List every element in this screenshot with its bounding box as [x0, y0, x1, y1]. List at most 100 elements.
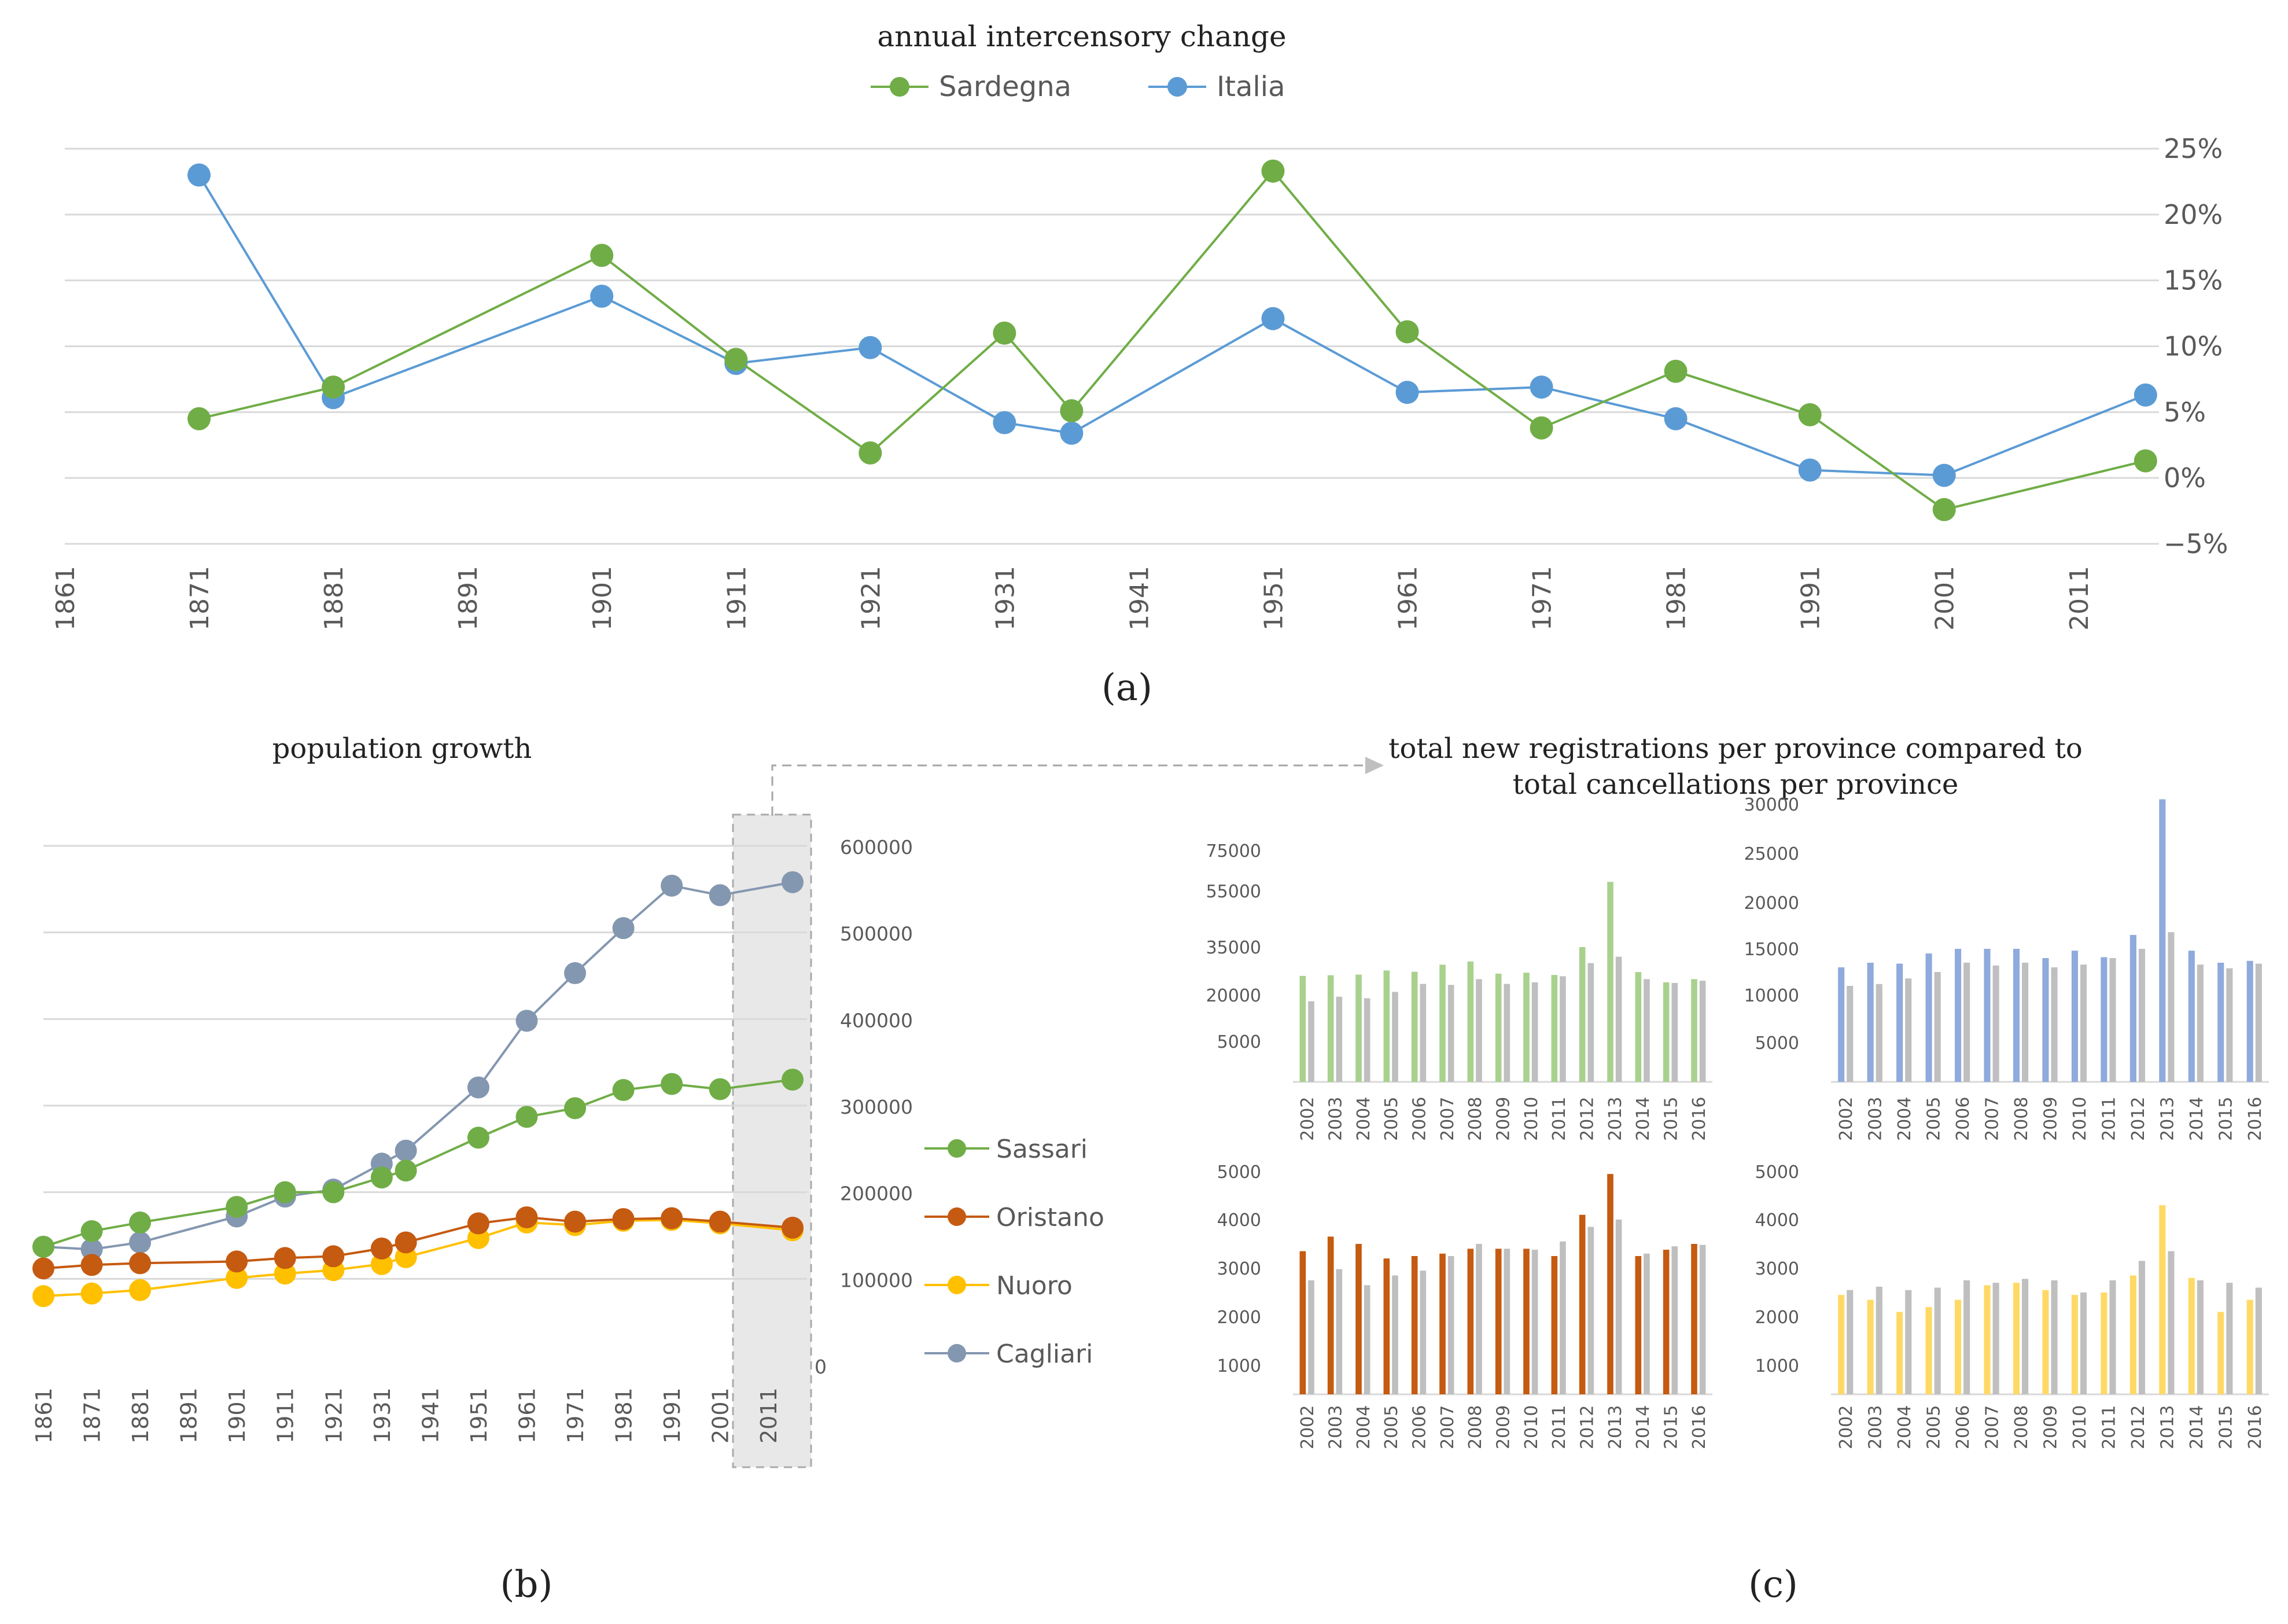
- legend-marker-nuoro: [948, 1276, 966, 1294]
- chart-c2-x-tick-label: 2014: [2187, 1097, 2207, 1141]
- chart-c4-bar-cancel: [2226, 1283, 2233, 1394]
- chart-c4-bar-cancel: [2138, 1261, 2146, 1394]
- chart-b-y-tick-label: 300000: [840, 1096, 913, 1118]
- data-point-italia: [859, 336, 882, 359]
- data-point-sassari: [564, 1097, 587, 1120]
- chart-c2-bar-cancel: [2197, 964, 2204, 1082]
- chart-c3-bar-new: [1635, 1256, 1642, 1394]
- chart-c1-bar-cancel: [1392, 992, 1398, 1082]
- data-point-italia: [1395, 381, 1419, 404]
- chart-c2-bar-new: [1954, 949, 1962, 1082]
- chart-c1: 5000 20000 35000 55000 75000 2002 2003 2004 2005…: [1206, 841, 1712, 1141]
- chart-c1-x-tick-label: 2010: [1521, 1097, 1542, 1141]
- legend-marker-italia: [1167, 77, 1187, 97]
- data-point-sardegna: [322, 375, 345, 399]
- chart-c1-bar-cancel: [1420, 984, 1427, 1082]
- series-line-cagliari: [43, 881, 793, 1251]
- chart-c2-bar-new: [1867, 963, 1874, 1082]
- data-point-oristano: [515, 1206, 538, 1229]
- panel-c-charts: total new registrations per province com…: [1206, 732, 2269, 1606]
- chart-b-y-tick-label: 200000: [840, 1183, 913, 1205]
- chart-c1-bar-new: [1607, 882, 1613, 1082]
- data-point-oristano: [395, 1231, 417, 1254]
- chart-c3-bar-cancel: [1504, 1249, 1510, 1394]
- chart-a-x-tick-label: 1991: [1796, 566, 1826, 631]
- chart-c1-bar-cancel: [1560, 976, 1566, 1082]
- chart-b-y-tick-label: 100000: [840, 1269, 913, 1291]
- chart-c3: 1000 2000 3000 4000 5000 2002 2003 2004 2005 2006…: [1217, 1162, 1712, 1449]
- chart-b-x-tick-label: 1951: [466, 1387, 492, 1443]
- chart-c1-bar-cancel: [1364, 998, 1370, 1082]
- chart-a-x-tick-label: 1961: [1394, 566, 1423, 631]
- chart-a-x-tick-label: 1891: [454, 566, 483, 631]
- legend-label-italia: Italia: [1217, 71, 1285, 103]
- chart-b-y-tick-label: 500000: [840, 923, 913, 945]
- chart-c3-x-tick-label: 2002: [1298, 1405, 1318, 1449]
- chart-c4-x-tick-label: 2004: [1895, 1405, 1915, 1449]
- chart-b-x-tick-label: 1921: [321, 1387, 347, 1443]
- data-point-oristano: [612, 1208, 635, 1231]
- chart-a-x-tick-label: 1981: [1662, 566, 1692, 631]
- data-point-oristano: [129, 1252, 152, 1275]
- chart-c4-bar-cancel: [1992, 1283, 1999, 1394]
- data-point-sardegna: [1395, 320, 1419, 344]
- chart-c-title-line1: total new registrations per province com…: [1388, 732, 2083, 765]
- chart-c3-bar-cancel: [1420, 1271, 1427, 1394]
- data-point-oristano: [564, 1210, 587, 1233]
- chart-c3-x-tick-label: 2003: [1326, 1405, 1346, 1449]
- chart-c4: 1000 2000 3000 4000 5000 2002 2003 2004 2005 2006…: [1755, 1162, 2269, 1449]
- chart-c2-bar-cancel: [2109, 958, 2116, 1082]
- chart-c3-bar-new: [1607, 1174, 1613, 1394]
- data-point-sardegna: [1664, 359, 1688, 383]
- chart-c4-x-tick-label: 2013: [2157, 1405, 2178, 1449]
- data-point-sardegna: [1932, 498, 1956, 521]
- data-point-cagliari: [467, 1076, 489, 1099]
- data-point-cagliari: [515, 1010, 538, 1032]
- chart-c3-bar-new: [1327, 1236, 1334, 1394]
- chart-c4-bar-cancel: [1963, 1280, 1970, 1394]
- chart-c2-bar-cancel: [2168, 932, 2175, 1082]
- data-point-sassari: [274, 1181, 296, 1203]
- chart-c2-y-tick-label: 30000: [1744, 795, 1799, 815]
- chart-c3-bar-new: [1299, 1251, 1306, 1394]
- chart-c1-y-tick-label: 55000: [1206, 882, 1261, 902]
- chart-c1-bar-new: [1299, 975, 1306, 1082]
- chart-c4-bar-cancel: [1905, 1290, 1912, 1394]
- data-point-nuoro: [80, 1282, 103, 1305]
- chart-c2-x-tick-label: 2008: [2011, 1097, 2032, 1141]
- caption-c: (c): [1748, 1563, 1798, 1606]
- legend-marker-oristano: [948, 1207, 966, 1226]
- chart-c4-bar-cancel: [2255, 1287, 2262, 1394]
- chart-c2-bar-cancel: [1905, 978, 1912, 1082]
- chart-c2: 5000 10000 15000 20000 25000 30000 2002 2003 200…: [1744, 795, 2269, 1141]
- chart-c3-bar-cancel: [1671, 1246, 1678, 1394]
- chart-c1-x-tick-label: 2004: [1354, 1097, 1374, 1141]
- chart-c4-bar-new: [2129, 1275, 2136, 1394]
- chart-c4-bar-cancel: [2197, 1280, 2204, 1394]
- chart-c2-bar-cancel: [2080, 964, 2087, 1082]
- data-point-oristano: [782, 1217, 804, 1239]
- chart-c2-x-tick-label: 2004: [1895, 1097, 1915, 1141]
- data-point-italia: [2134, 383, 2157, 407]
- chart-c1-x-tick-label: 2011: [1549, 1097, 1569, 1141]
- data-point-cagliari: [612, 917, 635, 940]
- data-point-cagliari: [709, 884, 731, 907]
- chart-b-x-tick-label: 1931: [370, 1387, 395, 1443]
- chart-c4-bar-cancel: [2080, 1292, 2087, 1394]
- chart-c1-bar-new: [1439, 964, 1446, 1082]
- chart-c3-y-tick-label: 4000: [1217, 1210, 1261, 1231]
- chart-c3-x-tick-label: 2005: [1381, 1405, 1402, 1449]
- data-point-oristano: [32, 1257, 54, 1280]
- chart-c2-x-tick-label: 2012: [2128, 1097, 2149, 1141]
- chart-c1-bar-new: [1663, 982, 1670, 1082]
- data-point-italia: [1664, 407, 1688, 430]
- chart-c4-bar-new: [2246, 1299, 2253, 1394]
- chart-c2-y-tick-label: 10000: [1744, 986, 1799, 1006]
- chart-c3-bar-new: [1411, 1256, 1418, 1394]
- data-point-sassari: [129, 1211, 152, 1234]
- chart-c1-bar-new: [1495, 973, 1502, 1082]
- chart-c3-bar-new: [1523, 1249, 1530, 1394]
- chart-b-x-tick-label: 1911: [273, 1387, 299, 1443]
- chart-b-x-tick-label: 1941: [418, 1387, 443, 1443]
- chart-c3-x-tick-label: 2008: [1465, 1405, 1486, 1449]
